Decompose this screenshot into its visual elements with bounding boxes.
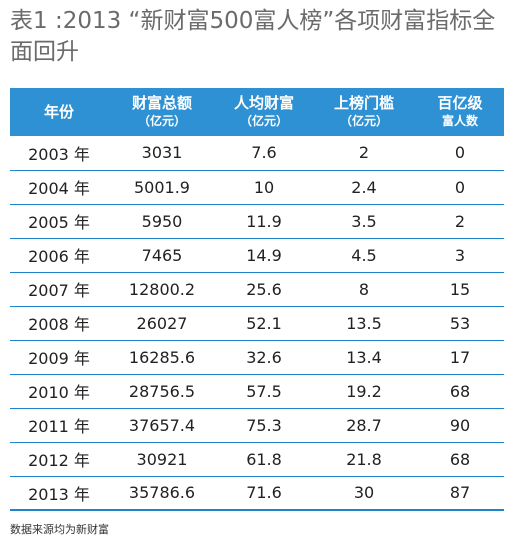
cell-total-wealth: 5950 [108,204,216,239]
cell-count: 3 [416,238,504,273]
cell-threshold: 13.5 [312,306,416,341]
cell-per-capita: 61.8 [216,442,312,477]
cell-per-capita: 71.6 [216,476,312,511]
header-year: 年份 [43,103,74,121]
cell-total-wealth: 7465 [108,238,216,273]
cell-threshold: 2 [312,136,416,171]
cell-threshold: 4.5 [312,238,416,273]
table-row: 2006 年 7465 14.9 4.5 3 [10,238,504,273]
data-table: 年份 财富总额 （亿元） 人均财富 （亿元） 上榜门槛 （亿元） 百亿级 富人数 200… [10,88,504,511]
cell-total-wealth: 37657.4 [108,408,216,443]
table-row: 2003 年 3031 7.6 2 0 [10,136,504,171]
cell-total-wealth: 12800.2 [108,272,216,307]
cell-threshold: 13.4 [312,340,416,375]
table-row: 2012 年 30921 61.8 21.8 68 [10,442,504,477]
cell-year: 2005 年 [10,204,108,239]
source-footnote: 数据来源均为新财富 [10,523,109,536]
cell-count: 87 [416,476,504,511]
cell-count: 2 [416,204,504,239]
cell-per-capita: 52.1 [216,306,312,341]
cell-year: 2010 年 [10,374,108,409]
cell-per-capita: 57.5 [216,374,312,409]
cell-per-capita: 75.3 [216,408,312,443]
cell-threshold: 3.5 [312,204,416,239]
cell-year: 2004 年 [10,170,108,205]
table-row: 2004 年 5001.9 10 2.4 0 [10,170,504,205]
cell-count: 90 [416,408,504,443]
cell-year: 2006 年 [10,238,108,273]
table-row: 2007 年 12800.2 25.6 8 15 [10,272,504,307]
table-row: 2010 年 28756.5 57.5 19.2 68 [10,374,504,409]
table-header-row: 年份 财富总额 （亿元） 人均财富 （亿元） 上榜门槛 （亿元） 百亿级 富人数 [10,88,504,136]
cell-threshold: 21.8 [312,442,416,477]
table-row: 2013 年 35786.6 71.6 30 87 [10,476,504,511]
cell-count: 68 [416,442,504,477]
table-row: 2008 年 26027 52.1 13.5 53 [10,306,504,341]
cell-year: 2013 年 [10,476,108,511]
cell-year: 2009 年 [10,340,108,375]
header-threshold: 上榜门槛 （亿元） [333,94,394,128]
header-billionaire-count: 百亿级 富人数 [437,94,483,128]
cell-total-wealth: 28756.5 [108,374,216,409]
cell-year: 2012 年 [10,442,108,477]
cell-per-capita: 7.6 [216,136,312,171]
cell-total-wealth: 3031 [108,136,216,171]
cell-total-wealth: 26027 [108,306,216,341]
cell-threshold: 28.7 [312,408,416,443]
table-row: 2009 年 16285.6 32.6 13.4 17 [10,340,504,375]
cell-year: 2003 年 [10,136,108,171]
cell-total-wealth: 5001.9 [108,170,216,205]
cell-year: 2011 年 [10,408,108,443]
table-row: 2005 年 5950 11.9 3.5 2 [10,204,504,239]
cell-total-wealth: 30921 [108,442,216,477]
cell-count: 0 [416,170,504,205]
cell-threshold: 2.4 [312,170,416,205]
cell-total-wealth: 35786.6 [108,476,216,511]
cell-year: 2008 年 [10,306,108,341]
data-table-container: 年份 财富总额 （亿元） 人均财富 （亿元） 上榜门槛 （亿元） 百亿级 富人数 200… [10,88,504,511]
cell-total-wealth: 16285.6 [108,340,216,375]
cell-per-capita: 10 [216,170,312,205]
cell-count: 15 [416,272,504,307]
table-row: 2011 年 37657.4 75.3 28.7 90 [10,408,504,443]
table-title: 表1 :2013 “新财富500富人榜”各项财富指标全面回升 [10,8,496,65]
cell-year: 2007 年 [10,272,108,307]
cell-per-capita: 25.6 [216,272,312,307]
header-total-wealth: 财富总额 （亿元） [131,94,192,128]
cell-count: 53 [416,306,504,341]
cell-count: 17 [416,340,504,375]
cell-per-capita: 14.9 [216,238,312,273]
cell-per-capita: 11.9 [216,204,312,239]
cell-threshold: 19.2 [312,374,416,409]
cell-threshold: 30 [312,476,416,511]
header-per-capita-wealth: 人均财富 （亿元） [233,94,294,128]
cell-count: 0 [416,136,504,171]
cell-count: 68 [416,374,504,409]
cell-per-capita: 32.6 [216,340,312,375]
cell-threshold: 8 [312,272,416,307]
